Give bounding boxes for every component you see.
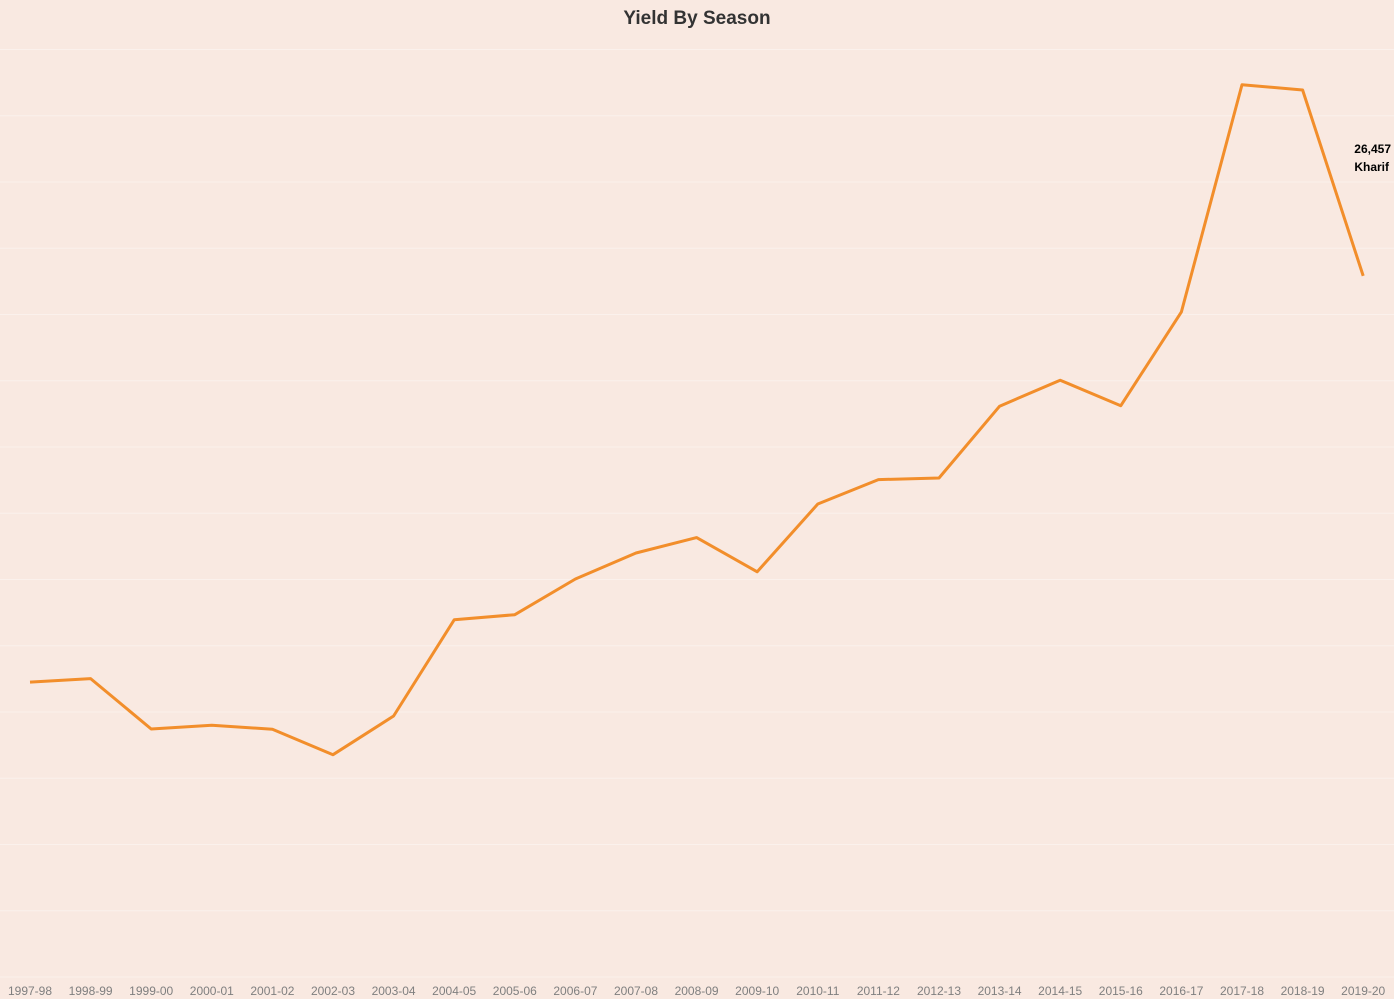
data-point[interactable] [1299,86,1307,94]
data-point[interactable] [1238,81,1246,89]
x-tick-label: 2017-18 [1220,984,1264,998]
data-point[interactable] [1177,308,1185,316]
x-tick-label: 2015-16 [1099,984,1143,998]
data-point[interactable] [26,678,34,686]
data-point[interactable] [874,476,882,484]
data-point[interactable] [147,725,155,733]
x-axis: 1997-98 1998-99 1999-00 2000-01 2001-02 2002-… [8,984,1386,998]
x-tick-label: 1998-99 [69,984,113,998]
data-point[interactable] [935,474,943,482]
x-tick-label: 2003-04 [372,984,416,998]
gridlines [0,49,1394,978]
data-point[interactable] [208,721,216,729]
x-tick-label: 2016-17 [1159,984,1203,998]
x-tick-label: 2018-19 [1281,984,1325,998]
x-tick-label: 2007-08 [614,984,658,998]
data-point[interactable] [268,725,276,733]
x-tick-label: 2012-13 [917,984,961,998]
data-point[interactable] [693,534,701,542]
data-point[interactable] [390,712,398,720]
x-tick-label: 2001-02 [250,984,294,998]
chart-title: Yield By Season [623,8,771,29]
data-point[interactable] [1117,402,1125,410]
series-layer [29,83,1365,757]
x-tick-label: 2010-11 [796,984,839,998]
series-line-kharif[interactable] [29,83,1365,757]
x-tick-label: 2019-20 [1341,984,1385,998]
end-label-group: 26,457 Kharif [1354,142,1391,174]
x-tick-label: 2008-09 [675,984,719,998]
x-tick-label: 2000-01 [190,984,234,998]
x-tick-label: 2006-07 [553,984,597,998]
data-point[interactable] [1056,376,1064,384]
data-point[interactable] [996,402,1004,410]
data-point[interactable] [571,575,579,583]
x-tick-label: 2014-15 [1038,984,1082,998]
data-point[interactable] [511,611,519,619]
x-tick-label: 2011-12 [857,984,900,998]
x-tick-label: 2004-05 [432,984,476,998]
x-tick-label: 1999-00 [129,984,173,998]
x-tick-label: 1997-98 [8,984,52,998]
end-series-label: Kharif [1354,160,1390,174]
data-point[interactable] [87,675,95,683]
x-tick-label: 2005-06 [493,984,537,998]
data-point[interactable] [329,751,337,759]
data-point[interactable] [632,549,640,557]
data-point[interactable] [814,500,822,508]
x-tick-label: 2013-14 [978,984,1022,998]
data-point[interactable] [753,568,761,576]
data-point[interactable] [1359,272,1367,280]
end-value-label: 26,457 [1354,142,1391,156]
data-point[interactable] [450,616,458,624]
x-tick-label: 2009-10 [735,984,779,998]
x-tick-label: 2002-03 [311,984,355,998]
